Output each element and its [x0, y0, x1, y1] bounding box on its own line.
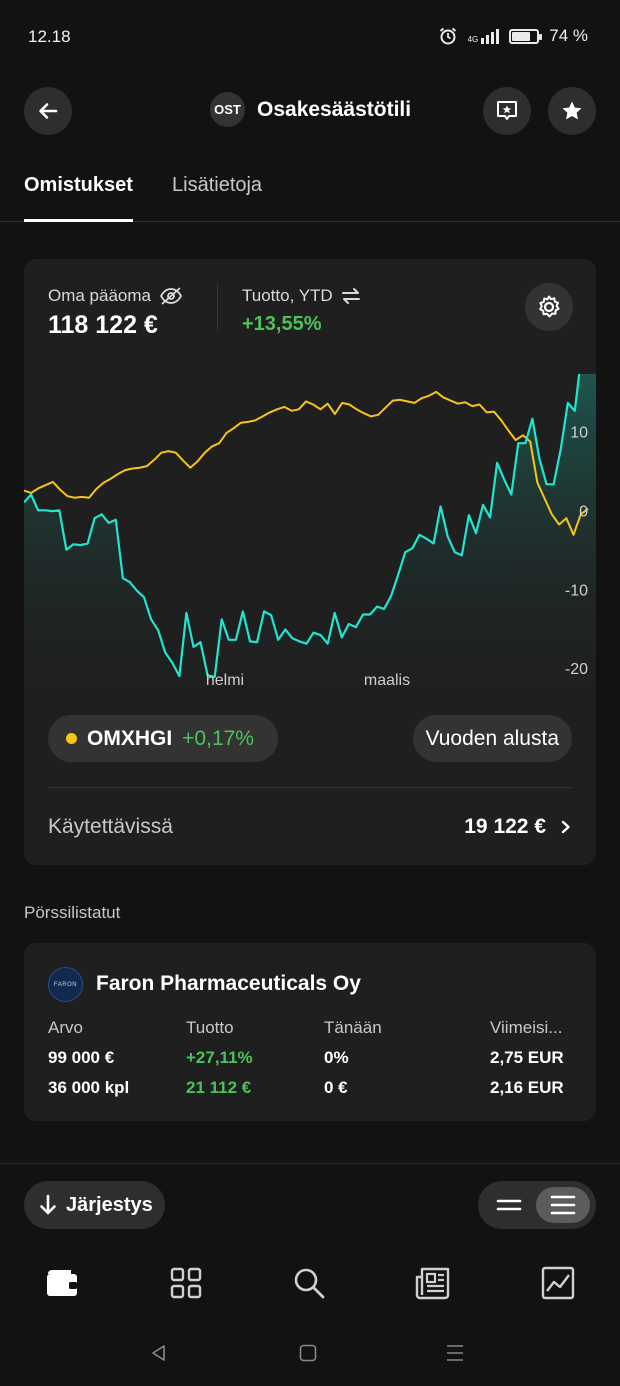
- battery-text: 74 %: [549, 26, 588, 45]
- available-value: 19 122 €: [464, 815, 546, 838]
- star-icon: [562, 101, 582, 120]
- grid-icon[interactable]: [168, 1265, 204, 1301]
- y-tick-label: 0: [579, 503, 588, 520]
- account-title: Osakesäästötili: [257, 97, 412, 121]
- x-tick-label: maalis: [364, 672, 410, 689]
- period-button[interactable]: Vuoden alusta: [412, 715, 572, 762]
- benchmark-pill[interactable]: OMXHGI +0,17%: [48, 715, 278, 762]
- holding-card[interactable]: FARON Faron Pharmaceuticals Oy Arvo 99 0…: [24, 943, 596, 1121]
- bottom-nav: [0, 1255, 620, 1311]
- account-badge: OST: [210, 92, 245, 127]
- arrow-left-icon: [39, 103, 58, 119]
- holding-col-value: Arvo 99 000 € 36 000 kpl: [48, 1018, 130, 1097]
- bottom-divider: [0, 1163, 620, 1164]
- equity-label: Oma pääoma: [48, 286, 151, 305]
- return-label: Tuotto, YTD: [242, 286, 333, 305]
- news-icon[interactable]: [415, 1265, 451, 1301]
- benchmark-line: [24, 390, 589, 536]
- equity-value: 118 122 €: [48, 311, 158, 339]
- status-bar: 12.18 4G 74 %: [0, 0, 620, 74]
- chart-icon[interactable]: [540, 1265, 576, 1301]
- benchmark-dot: [66, 733, 77, 744]
- card-divider: [48, 787, 572, 788]
- sort-label: Järjestys: [66, 1193, 153, 1216]
- status-indicators: 4G 74 %: [438, 26, 588, 46]
- tab-holdings[interactable]: Omistukset: [24, 174, 133, 222]
- back-button[interactable]: [24, 87, 72, 135]
- holding-col-return: Tuotto +27,11% 21 112 €: [186, 1018, 253, 1097]
- wallet-icon[interactable]: [44, 1265, 80, 1301]
- company-logo: FARON: [48, 967, 83, 1002]
- gear-icon: [539, 295, 560, 318]
- portfolio-area: [24, 374, 596, 694]
- swap-icon[interactable]: [341, 287, 361, 305]
- performance-chart[interactable]: 10 0 -10 -20 helmi maalis: [24, 374, 596, 694]
- return-value: +13,55%: [242, 313, 322, 335]
- y-tick-label: 10: [570, 424, 588, 441]
- page-title: OST Osakesäästötili: [210, 92, 411, 127]
- tab-bar: Omistukset Lisätietoja: [0, 170, 620, 222]
- equity-label-row: Oma pääoma: [48, 286, 183, 306]
- portfolio-card: Oma pääoma 118 122 € Tuotto, YTD +13,55%…: [24, 259, 596, 865]
- eye-off-icon[interactable]: [159, 287, 183, 305]
- system-nav: [0, 1330, 620, 1376]
- holding-col-today: Tänään 0% 0 €: [324, 1018, 382, 1097]
- system-menu-icon[interactable]: [444, 1342, 466, 1364]
- list-view-option[interactable]: [536, 1187, 590, 1223]
- compact-view-option[interactable]: [482, 1187, 536, 1223]
- signal-icon: 4G: [468, 28, 500, 44]
- star-chat-icon: [497, 101, 517, 120]
- benchmark-change: +0,17%: [182, 726, 254, 750]
- tab-details[interactable]: Lisätietoja: [172, 174, 263, 196]
- y-tick-label: -10: [565, 582, 588, 599]
- chart-settings-button[interactable]: [525, 283, 573, 331]
- view-toggle[interactable]: [478, 1181, 596, 1229]
- sort-button[interactable]: Järjestys: [24, 1181, 165, 1229]
- available-funds-row[interactable]: Käytettävissä 19 122 €: [48, 815, 572, 839]
- two-lines-icon: [496, 1199, 522, 1211]
- x-tick-label: helmi: [206, 672, 244, 689]
- status-time: 12.18: [28, 27, 71, 46]
- system-home-icon[interactable]: [297, 1342, 319, 1364]
- alarm-icon: [439, 27, 456, 45]
- feedback-button[interactable]: [483, 87, 531, 135]
- list-icon: [550, 1195, 576, 1215]
- company-name: Faron Pharmaceuticals Oy: [96, 972, 361, 995]
- y-tick-label: -20: [565, 661, 588, 678]
- stat-divider: [217, 283, 218, 331]
- holdings-section-title: Pörssilistatut: [24, 903, 121, 922]
- available-label: Käytettävissä: [48, 815, 173, 838]
- battery-icon: [509, 28, 543, 44]
- chevron-right-icon: [561, 820, 570, 834]
- return-label-row: Tuotto, YTD: [242, 286, 361, 306]
- search-icon[interactable]: [291, 1265, 327, 1301]
- system-back-icon[interactable]: [148, 1342, 170, 1364]
- holding-col-last: Viimeisi... 2,75 EUR 2,16 EUR: [490, 1018, 564, 1097]
- arrow-down-icon: [40, 1194, 56, 1215]
- portfolio-line: [24, 374, 581, 678]
- favorite-button[interactable]: [548, 87, 596, 135]
- benchmark-name: OMXHGI: [87, 726, 173, 750]
